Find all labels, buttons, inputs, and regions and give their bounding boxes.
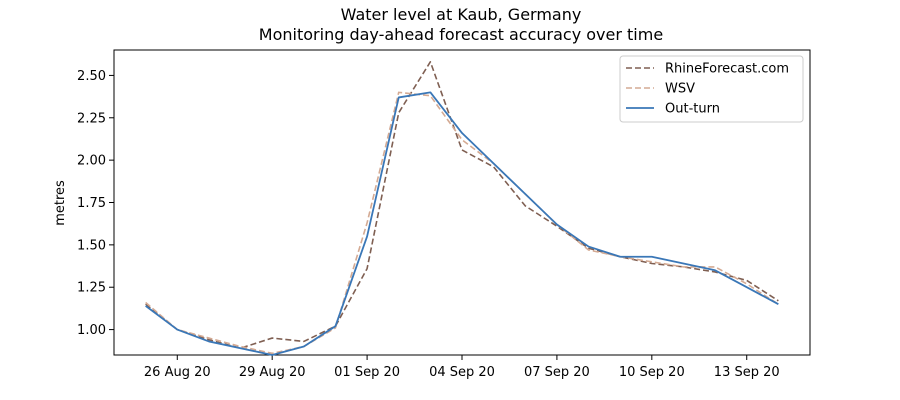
y-tick-label: 1.00 xyxy=(77,323,106,338)
x-tick-label: 29 Aug 20 xyxy=(239,365,306,380)
chart-subtitle: Monitoring day-ahead forecast accuracy o… xyxy=(259,25,663,44)
y-tick-label: 1.25 xyxy=(77,281,106,296)
legend-label-2: WSV xyxy=(665,82,695,97)
plot-area: 26 Aug 20 29 Aug 20 01 Sep 20 04 Sep 20 07 S… xyxy=(77,49,811,380)
chart-title: Water level at Kaub, Germany xyxy=(341,5,582,24)
legend-label-1: RhineForecast.com xyxy=(665,62,789,77)
legend: RhineForecast.com WSV Out-turn xyxy=(619,55,804,123)
x-tick-label: 07 Sep 20 xyxy=(524,365,590,380)
x-tick-label: 01 Sep 20 xyxy=(334,365,400,380)
y-tick-label: 1.50 xyxy=(77,238,106,253)
y-tick-label: 2.25 xyxy=(77,111,106,126)
y-tick-label: 1.75 xyxy=(77,196,106,211)
x-tick-label: 26 Aug 20 xyxy=(144,365,211,380)
series-line-3 xyxy=(145,91,779,356)
series-line-2 xyxy=(145,91,779,355)
y-axis-label: metres xyxy=(53,180,68,226)
x-tick-label: 10 Sep 20 xyxy=(619,365,685,380)
x-tick-label: 13 Sep 20 xyxy=(714,365,780,380)
legend-label-3: Out-turn xyxy=(665,102,720,117)
y-tick-label: 2.50 xyxy=(77,69,106,84)
x-tick-label: 04 Sep 20 xyxy=(429,365,495,380)
y-tick-label: 2.00 xyxy=(77,154,106,169)
legend-box xyxy=(619,55,804,123)
